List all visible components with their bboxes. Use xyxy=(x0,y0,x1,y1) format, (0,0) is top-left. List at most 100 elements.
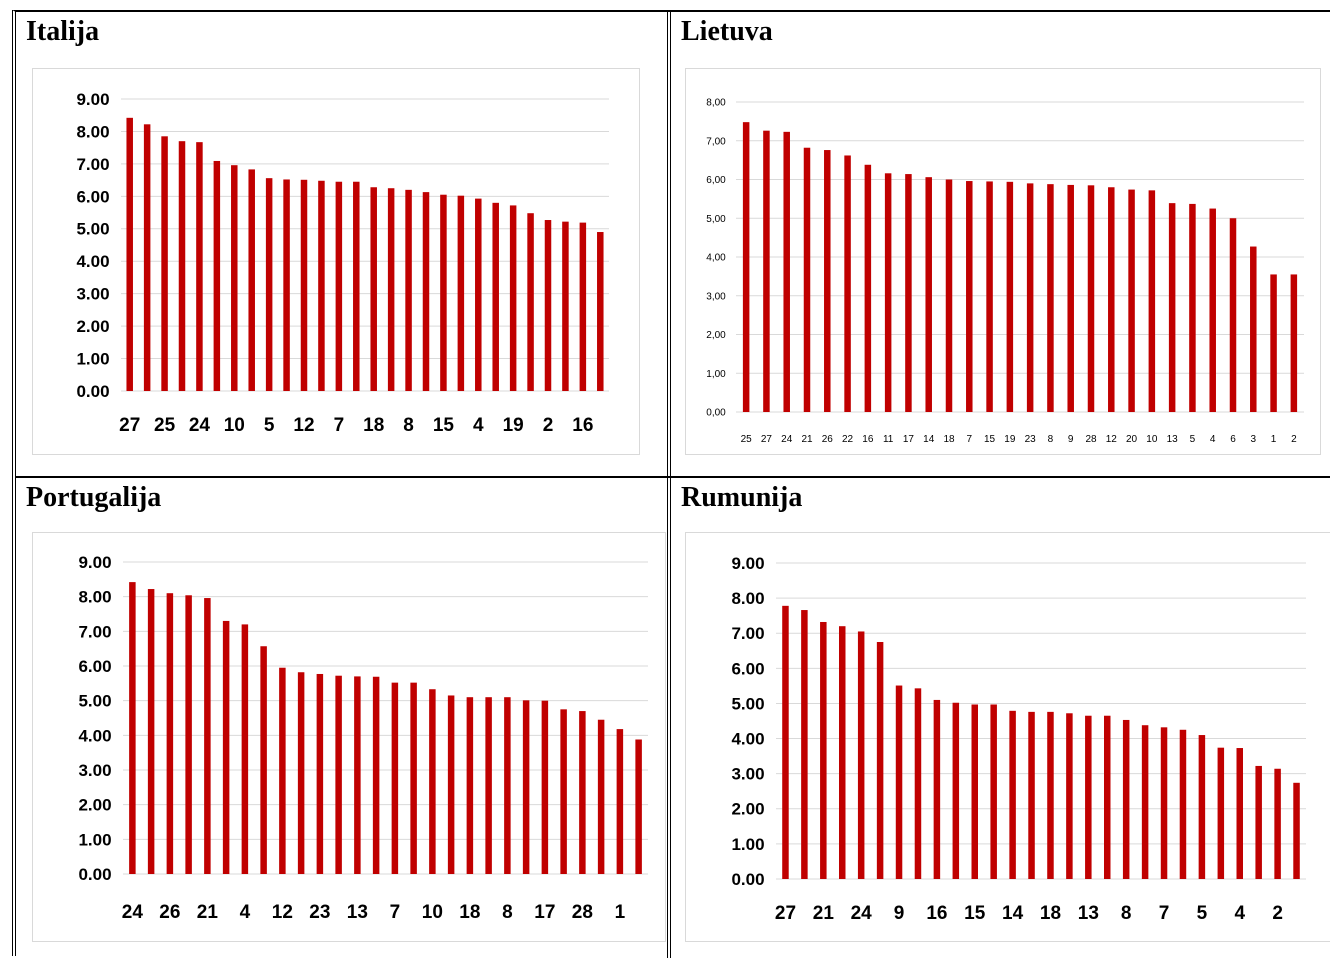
y-tick-label: 4.00 xyxy=(731,730,764,749)
x-tick-label: 5 xyxy=(1190,434,1196,445)
y-tick-label: 9.00 xyxy=(76,90,109,109)
bar-3 xyxy=(1217,747,1225,879)
bar-3 xyxy=(283,179,290,391)
bar-19 xyxy=(1104,715,1111,879)
x-tick-label: 19 xyxy=(503,415,524,436)
x-tick-label: 9 xyxy=(894,903,905,924)
y-tick-label: 5.00 xyxy=(76,220,109,239)
y-tick-label: 5.00 xyxy=(731,694,764,713)
bar-17 xyxy=(952,702,960,879)
bar-16 xyxy=(579,222,587,391)
bar-16 xyxy=(864,164,872,412)
bar-27 xyxy=(782,605,789,879)
y-tick-label: 8.00 xyxy=(731,589,764,608)
bar-28 xyxy=(562,221,569,391)
x-tick-label: 13 xyxy=(1078,903,1099,924)
bar-7 xyxy=(335,181,343,391)
x-tick-label: 24 xyxy=(189,415,211,436)
x-tick-label: 2 xyxy=(1272,903,1283,924)
x-tick-label: 13 xyxy=(347,902,368,923)
bar-5 xyxy=(260,646,267,874)
y-tick-label: 8.00 xyxy=(76,122,109,141)
bar-19 xyxy=(485,697,492,874)
bar-8 xyxy=(405,189,412,391)
x-tick-label: 28 xyxy=(1085,434,1097,445)
bar-1 xyxy=(597,232,604,391)
y-tick-label: 2.00 xyxy=(78,796,111,815)
bar-2 xyxy=(1290,274,1298,412)
y-tick-label: 4.00 xyxy=(78,726,111,745)
bar-25 xyxy=(147,589,155,874)
x-tick-label: 14 xyxy=(923,434,935,445)
bar-17 xyxy=(541,700,549,874)
y-tick-label: 1.00 xyxy=(731,835,764,854)
x-tick-label: 21 xyxy=(801,434,813,445)
x-tick-label: 2 xyxy=(543,415,554,436)
y-tick-label: 2,00 xyxy=(706,330,726,341)
x-tick-label: 25 xyxy=(154,415,176,436)
bar-8 xyxy=(1047,184,1054,412)
bar-22 xyxy=(387,188,395,391)
panel-title: Lietuva xyxy=(681,16,773,47)
y-tick-label: 7.00 xyxy=(731,624,764,643)
y-tick-label: 3,00 xyxy=(706,291,726,302)
bar-24 xyxy=(857,631,865,879)
x-tick-label: 23 xyxy=(309,902,330,923)
bar-20 xyxy=(1128,189,1135,412)
y-tick-label: 8.00 xyxy=(78,588,111,607)
bar-7 xyxy=(391,682,399,874)
x-tick-label: 15 xyxy=(984,434,996,445)
bar-25 xyxy=(742,122,750,413)
x-tick-label: 27 xyxy=(775,903,796,924)
bar-24 xyxy=(783,131,790,412)
bar-9 xyxy=(1067,184,1074,412)
bar-8 xyxy=(504,697,511,874)
bar-9 xyxy=(410,682,417,874)
x-tick-label: 18 xyxy=(363,415,384,436)
bar-21 xyxy=(803,147,811,412)
bar-13 xyxy=(457,195,465,391)
chart-frame: 0.00 1.00 2.00 3.00 4.00 5.00 6.00 7.00 8.00 9.00… xyxy=(32,532,666,942)
x-tick-label: 10 xyxy=(422,902,443,923)
bar-18 xyxy=(466,697,474,874)
bar-10 xyxy=(429,689,436,874)
x-tick-label: 17 xyxy=(534,902,555,923)
x-tick-label: 27 xyxy=(761,434,773,445)
bar-23 xyxy=(318,180,325,391)
y-tick-label: 1.00 xyxy=(78,830,111,849)
x-tick-label: 1 xyxy=(615,902,626,923)
bar-27 xyxy=(126,117,133,391)
bar-15 xyxy=(522,700,530,874)
x-tick-label: 8 xyxy=(1121,903,1132,924)
panel-portugalija: Portugalija 0.00 1.00 2.00 3.00 4.00 5.00 6.00… xyxy=(16,478,667,958)
bar-22 xyxy=(222,620,230,874)
bar-21 xyxy=(422,192,430,391)
y-tick-label: 4.00 xyxy=(76,252,109,271)
x-tick-label: 11 xyxy=(883,434,894,445)
bar-10 xyxy=(231,165,238,391)
bar-28 xyxy=(1087,185,1095,412)
bar-12 xyxy=(1108,187,1115,412)
y-tick-label: 8,00 xyxy=(706,98,726,109)
bar-2 xyxy=(1274,768,1281,879)
vertical-divider xyxy=(667,12,671,958)
chart-frame: 0,00 1,00 2,00 3,00 4,00 5,00 6,00 7,00 8,00 25 27… xyxy=(685,68,1321,455)
bar-18 xyxy=(945,179,953,412)
bar-21 xyxy=(820,621,827,879)
panel-title: Italija xyxy=(26,16,100,47)
panel-rumunija: Rumunija 0.00 1.00 2.00 3.00 4.00 5.00 6.00 7.0… xyxy=(671,478,1330,958)
y-tick-label: 9.00 xyxy=(731,554,764,573)
y-tick-label: 6.00 xyxy=(76,187,109,206)
bar-4 xyxy=(1209,208,1216,412)
bar-15 xyxy=(971,704,978,879)
x-tick-label: 5 xyxy=(1197,903,1208,924)
x-tick-label: 8 xyxy=(403,415,414,436)
x-tick-label: 12 xyxy=(293,415,314,436)
y-tick-label: 0.00 xyxy=(76,382,109,401)
bar-21 xyxy=(204,598,211,874)
x-tick-label: 27 xyxy=(119,415,140,436)
bar-5 xyxy=(1198,735,1206,879)
y-tick-label: 7,00 xyxy=(706,136,726,147)
bar-28 xyxy=(1293,782,1300,879)
